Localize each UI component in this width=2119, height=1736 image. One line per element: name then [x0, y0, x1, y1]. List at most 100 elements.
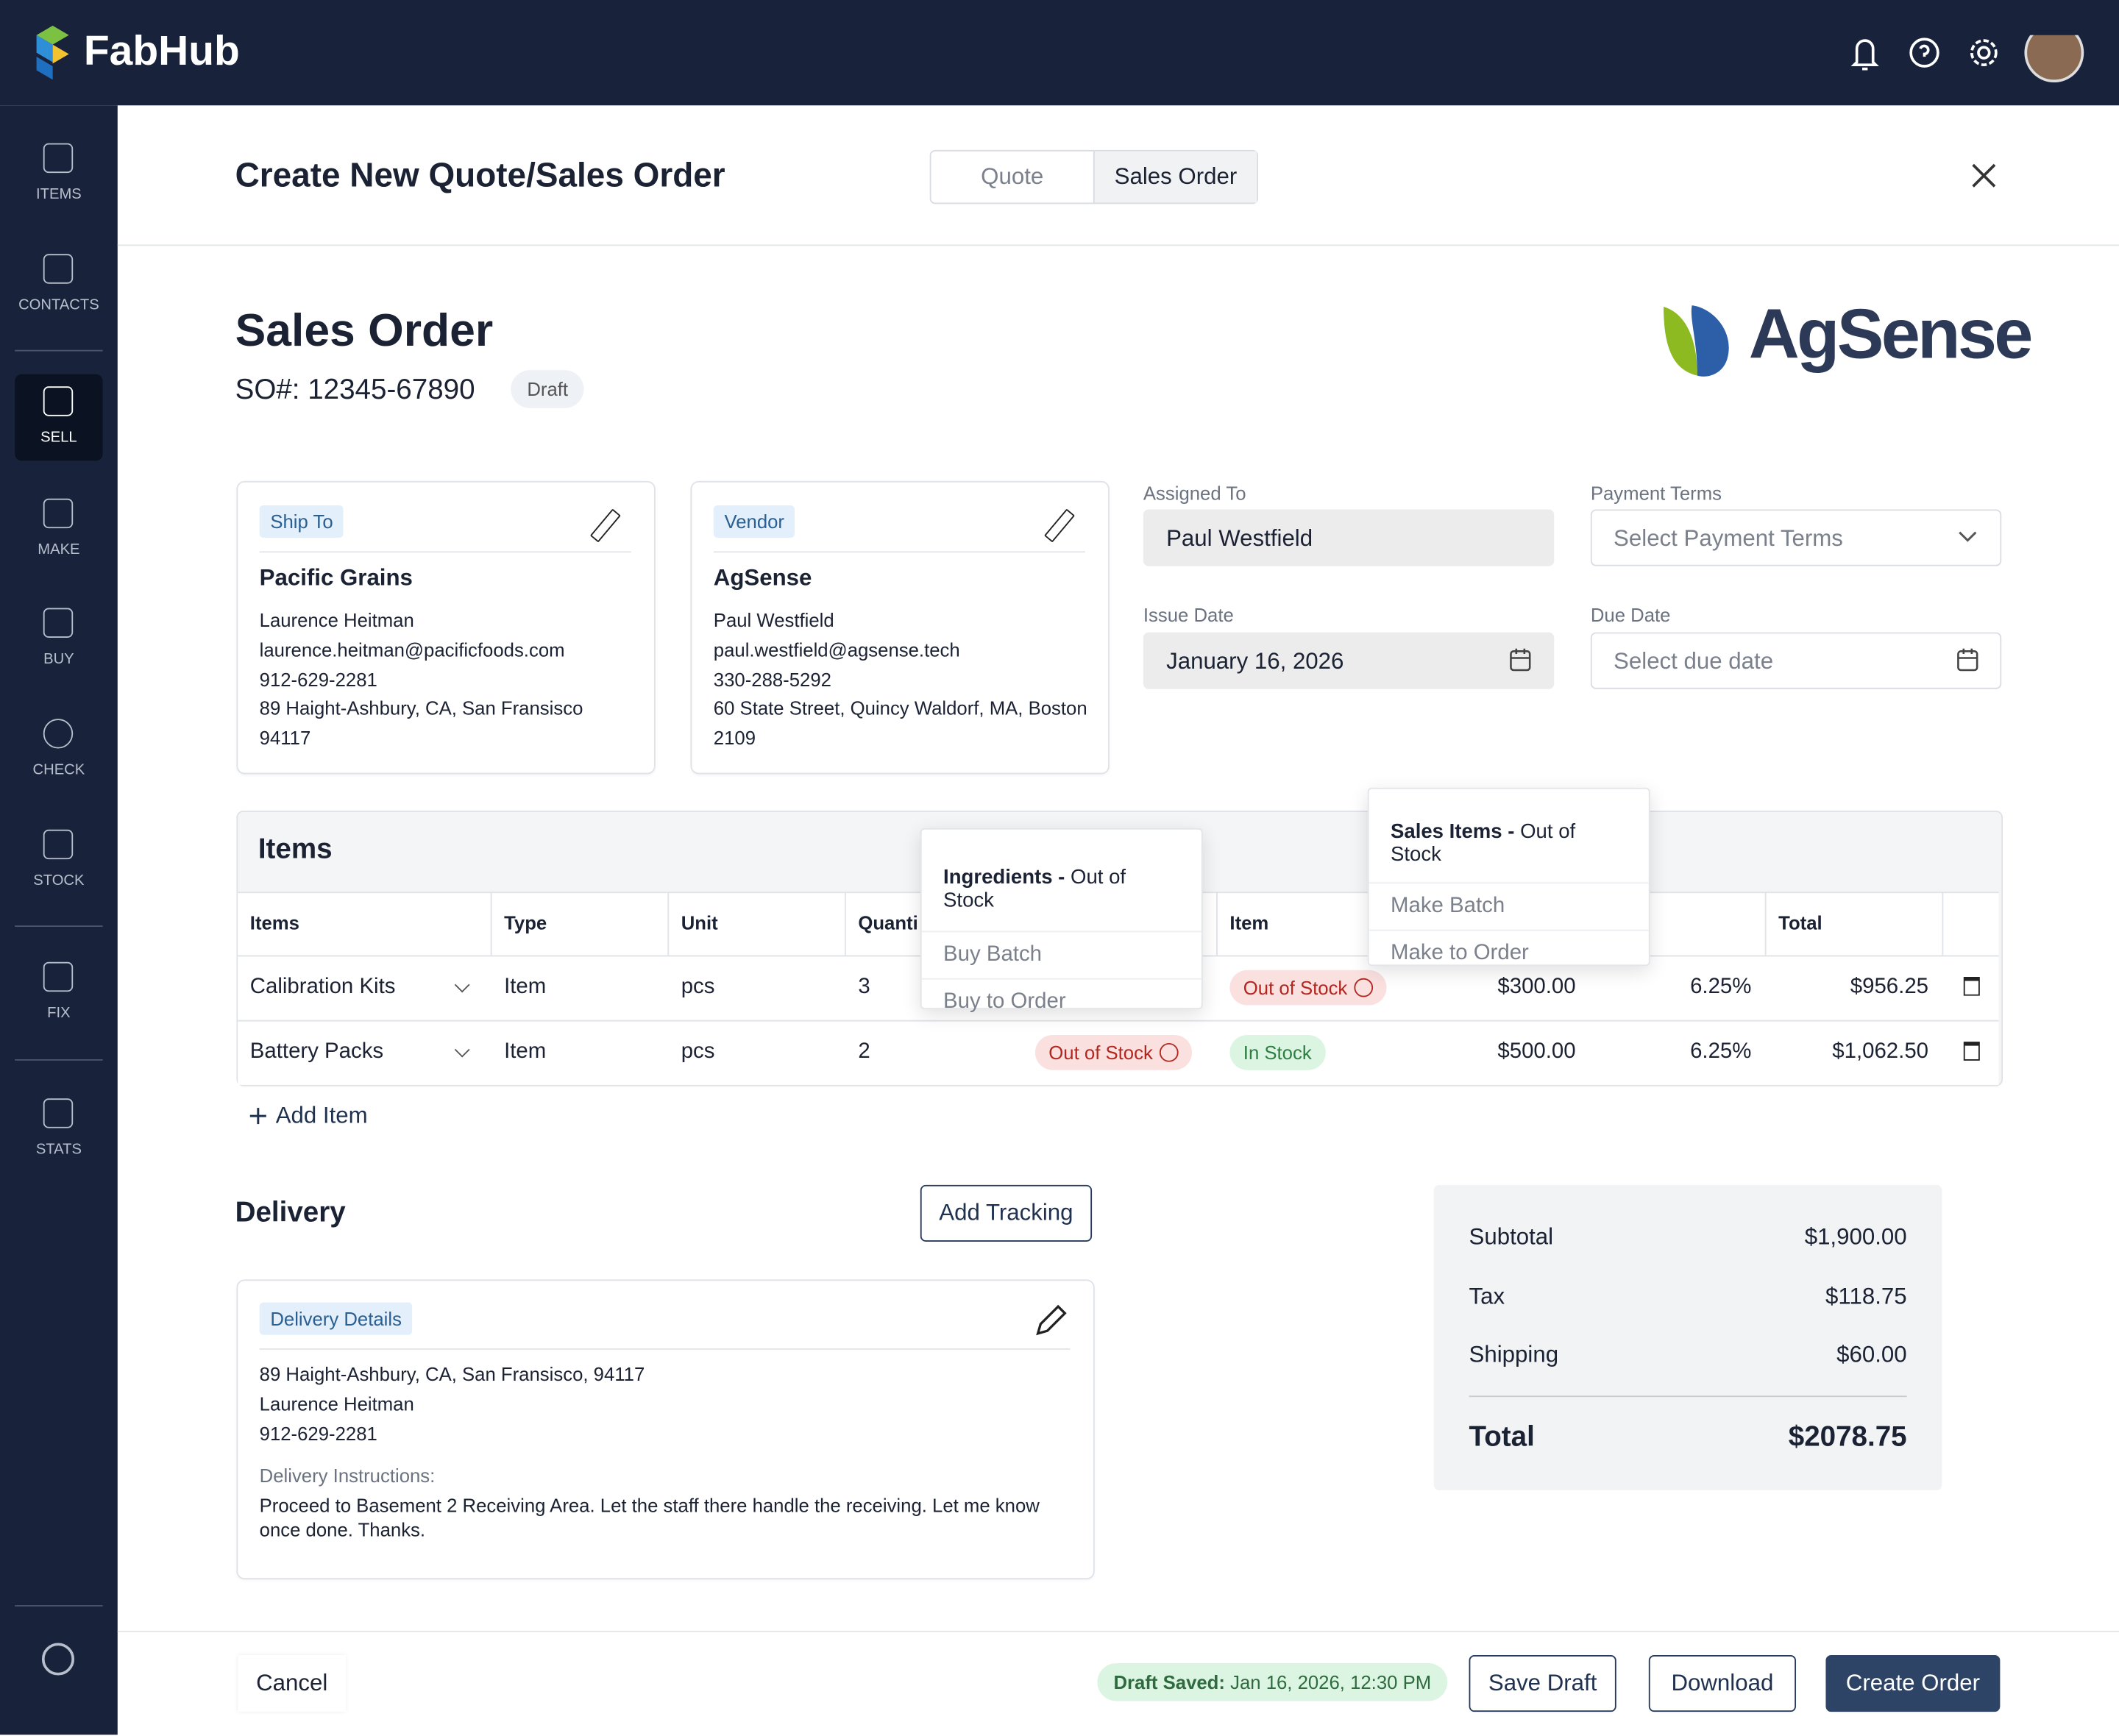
- table-cell: pcs: [681, 1039, 715, 1063]
- items-title: Items: [258, 833, 333, 865]
- card-name: Pacific Grains: [259, 564, 413, 591]
- total-label: Total: [1469, 1421, 1535, 1453]
- nav-icon[interactable]: [43, 143, 74, 174]
- logo-icon: [36, 25, 69, 80]
- nav-label[interactable]: STATS: [35, 1142, 82, 1159]
- close-button[interactable]: [1970, 162, 1998, 189]
- divider: [259, 1348, 1071, 1350]
- delete-icon[interactable]: [1963, 976, 1980, 996]
- nav-label[interactable]: ITEMS: [36, 186, 82, 203]
- column-header: Total: [1778, 911, 1822, 934]
- active-nav-bg: [15, 374, 103, 461]
- field-label: Assigned To: [1143, 482, 1246, 505]
- nav-label[interactable]: CHECK: [32, 761, 85, 778]
- order-heading: Sales Order: [235, 305, 494, 357]
- brand: FabHub: [83, 26, 240, 75]
- delivery-title: Delivery: [235, 1197, 346, 1228]
- card-name: AgSense: [713, 564, 812, 591]
- summary-value: $118.75: [1825, 1283, 1907, 1309]
- card-line: Laurence Heitman: [259, 609, 414, 631]
- table-cell: Battery Packs: [249, 1039, 384, 1063]
- popover-subtitle: Out of Stock: [1391, 819, 1576, 867]
- nav-label[interactable]: CONTACTS: [18, 297, 99, 314]
- assigned-input[interactable]: Paul Westfield: [1143, 509, 1555, 566]
- stock-pill[interactable]: In Stock: [1229, 1034, 1326, 1070]
- table-cell: Item: [504, 975, 547, 998]
- divider: [117, 244, 2119, 246]
- card-line: laurence.heitman@pacificfoods.com: [259, 638, 565, 661]
- popover-title: Sales Items -: [1391, 819, 1515, 844]
- ingredients-popover: Ingredients - Out of Stock Buy Batch Buy…: [920, 828, 1203, 1014]
- table-cell: $1,062.50: [1832, 1039, 1929, 1063]
- nav-icon[interactable]: [43, 608, 74, 638]
- total-value: $2078.75: [1788, 1421, 1907, 1453]
- cancel-button[interactable]: Cancel: [238, 1655, 346, 1712]
- nav-icon[interactable]: [43, 719, 74, 749]
- issue-date-input[interactable]: January 16, 2026: [1143, 632, 1555, 689]
- summary-label: Shipping: [1469, 1342, 1559, 1368]
- calendar-icons: [1510, 648, 1978, 672]
- card-divider: [713, 551, 1085, 553]
- draft-saved-time: Jan 16, 2026, 12:30 PM: [1230, 1671, 1432, 1693]
- popover-option[interactable]: Buy to Order: [921, 978, 1202, 1025]
- nav-icon[interactable]: [43, 386, 74, 416]
- field-label: Issue Date: [1143, 604, 1234, 626]
- nav-icon[interactable]: [43, 498, 74, 529]
- popover-option[interactable]: Make Batch: [1369, 882, 1649, 929]
- download-button[interactable]: Download: [1648, 1655, 1797, 1712]
- stock-label: Out of Stock: [1243, 976, 1348, 998]
- stock-pill[interactable]: Out of Stock: [1034, 1034, 1193, 1070]
- delete-icon[interactable]: [1963, 1042, 1980, 1061]
- card-line: Paul Westfield: [713, 609, 834, 631]
- nav-label[interactable]: FIX: [47, 1005, 71, 1022]
- tab[interactable]: Quote: [981, 163, 1044, 190]
- create-order-button[interactable]: Create Order: [1825, 1655, 2001, 1712]
- nav-icon[interactable]: [43, 254, 74, 284]
- order-number: SO#: 12345-67890: [235, 374, 475, 406]
- stock-label: Out of Stock: [1048, 1041, 1153, 1063]
- summary-value: $60.00: [1836, 1342, 1907, 1368]
- divider: [117, 1630, 2119, 1632]
- summary-label: Subtotal: [1469, 1224, 1554, 1250]
- nav-label[interactable]: SELL: [40, 430, 77, 447]
- popover-option[interactable]: Buy Batch: [921, 931, 1202, 978]
- popover-option[interactable]: Make to Order: [1369, 929, 1649, 977]
- header-icons[interactable]: [1846, 35, 2090, 89]
- card-line: 60 State Street, Quincy Waldorf, MA, Bos…: [713, 697, 1087, 719]
- table-cell: $500.00: [1497, 1039, 1576, 1063]
- nav-icon[interactable]: [43, 961, 74, 992]
- sidebar-divider: [15, 349, 103, 352]
- card-line: 2109: [713, 727, 756, 749]
- field-label: Due Date: [1590, 604, 1671, 626]
- payment-select[interactable]: Select Payment Terms: [1590, 509, 2002, 566]
- nav-label[interactable]: BUY: [43, 651, 74, 668]
- add-item[interactable]: Add Item: [275, 1102, 368, 1128]
- card-line: 89 Haight-Ashbury, CA, San Fransisco: [259, 697, 583, 719]
- card-divider: [259, 551, 631, 553]
- card-line: 330-288-5292: [713, 668, 831, 690]
- company-logo: AgSense: [1748, 296, 2034, 374]
- stock-pill[interactable]: Out of Stock: [1229, 969, 1387, 1005]
- nav-icon[interactable]: [43, 1098, 74, 1128]
- top-bar: [0, 0, 2119, 106]
- nav-label[interactable]: STOCK: [33, 872, 85, 889]
- card-tag: Delivery Details: [259, 1302, 413, 1335]
- save-draft-button[interactable]: Save Draft: [1469, 1655, 1616, 1712]
- nav-icon[interactable]: [43, 829, 74, 860]
- table-cell: 6.25%: [1690, 1039, 1752, 1063]
- modal-title: Create New Quote/Sales Order: [235, 157, 725, 195]
- summary-panel: [1433, 1184, 1942, 1490]
- nav-label[interactable]: MAKE: [38, 541, 80, 558]
- info-icon: [1160, 1042, 1179, 1061]
- draft-saved-label: Draft Saved:: [1113, 1671, 1225, 1693]
- theme-toggle[interactable]: [41, 1643, 75, 1676]
- delivery-line: 89 Haight-Ashbury, CA, San Fransisco, 94…: [259, 1363, 645, 1385]
- card-line: 912-629-2281: [259, 668, 377, 690]
- tab-active[interactable]: Sales Order: [1093, 151, 1257, 203]
- add-tracking-button[interactable]: Add Tracking: [920, 1184, 1093, 1242]
- edit-icon[interactable]: [1034, 1303, 1069, 1338]
- due-date-input[interactable]: Select due date: [1590, 632, 2002, 689]
- card-tag: Ship To: [259, 505, 344, 538]
- table-cell: 2: [858, 1039, 870, 1063]
